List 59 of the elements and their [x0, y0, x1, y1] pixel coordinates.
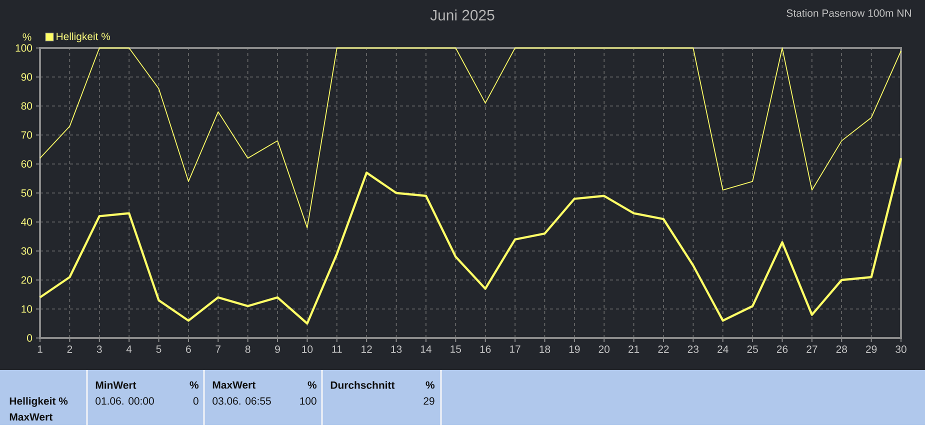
x-tick-label: 29	[866, 346, 877, 353]
text: 01.06. 00:00	[96, 397, 154, 405]
x-tick-label: 27	[806, 346, 818, 353]
x-tick-label: 11	[332, 346, 342, 353]
text: 100	[300, 397, 316, 405]
text: Durchschnitt	[330, 381, 395, 389]
legend-label: Helligkeit %	[56, 32, 110, 42]
line-series	[38, 157, 902, 325]
x-tick-label: 28	[836, 346, 847, 353]
x-tick-label: 12	[362, 346, 372, 353]
x-tick-label: 8	[245, 346, 250, 353]
text: %	[308, 381, 317, 389]
y-tick-label: 80	[21, 102, 32, 110]
x-tick-label: 9	[275, 346, 280, 353]
text: 29	[424, 397, 434, 405]
x-tick-label: 15	[450, 346, 462, 353]
x-tick-label: 26	[776, 346, 788, 353]
x-tick-label: 3	[96, 346, 102, 353]
x-tick-label: 18	[540, 346, 550, 353]
x-tick-label: 30	[896, 346, 906, 353]
x-tick-label: 5	[156, 346, 162, 353]
y-tick-label: 70	[21, 131, 32, 139]
x-tick-label: 21	[628, 346, 640, 353]
x-tick-label: 17	[510, 346, 520, 353]
y-tick-label: 50	[21, 189, 32, 197]
y-tick-label: 10	[22, 305, 32, 313]
chart-subtitle: Station Pasenow 100m NN	[786, 9, 911, 17]
text: MaxWert	[212, 381, 256, 389]
y-tick-label: 0	[27, 334, 32, 342]
x-tick-label: 23	[688, 346, 699, 353]
x-tick-label: 14	[420, 346, 432, 353]
x-tick-label: 20	[598, 346, 610, 353]
y-tick-label: 90	[21, 73, 32, 81]
x-tick-label: 13	[391, 346, 402, 353]
chart-title: Juni 2025	[430, 10, 494, 20]
y-tick-label: 20	[21, 276, 32, 284]
text: 0	[193, 397, 198, 405]
text: %	[426, 381, 435, 389]
x-tick-label: 22	[658, 346, 669, 353]
x-tick-label: 19	[569, 346, 580, 353]
y-tick-label: 100	[16, 44, 32, 52]
y-axis-title: %	[22, 33, 32, 41]
x-tick-label: 6	[186, 346, 191, 353]
x-tick-label: 4	[126, 346, 132, 353]
y-tick-label: 60	[21, 160, 32, 168]
y-tick-label: 40	[21, 218, 32, 226]
x-tick-label: 1	[38, 346, 42, 353]
x-tick-label: 10	[302, 346, 313, 353]
text: Helligkeit %	[10, 397, 68, 407]
x-tick-label: 24	[718, 346, 728, 353]
x-tick-label: 16	[480, 346, 491, 353]
text: MaxWert	[10, 413, 52, 421]
x-tick-label: 2	[67, 346, 72, 353]
x-tick-label: 25	[747, 346, 758, 353]
x-tick-label: 7	[216, 346, 221, 353]
text: MinWert	[96, 381, 136, 389]
text: %	[190, 381, 199, 389]
text: 03.06. 06:55	[212, 397, 271, 405]
y-tick-label: 30	[21, 247, 32, 255]
